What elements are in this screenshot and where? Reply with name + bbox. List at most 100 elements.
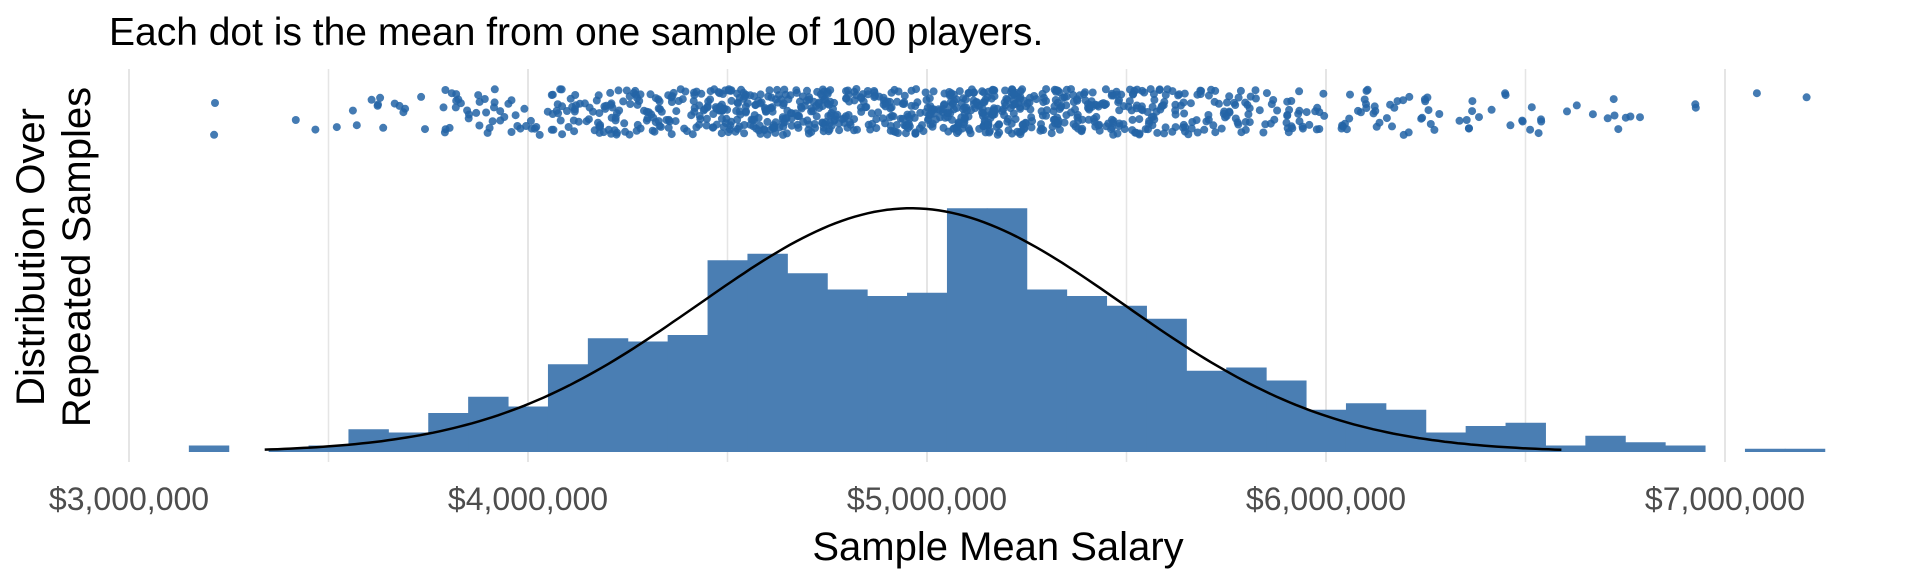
- strip-point: [870, 88, 879, 97]
- strip-point: [1193, 128, 1202, 137]
- histogram-bar: [508, 406, 549, 452]
- strip-point: [911, 128, 920, 137]
- histogram-bar: [787, 273, 828, 452]
- strip-point: [1135, 115, 1144, 124]
- strip-points: [210, 85, 1811, 139]
- strip-point: [751, 100, 760, 109]
- strip-point: [807, 128, 816, 137]
- strip-point: [829, 105, 837, 113]
- strip-point: [973, 98, 981, 107]
- strip-point: [1058, 94, 1067, 102]
- strip-point: [862, 103, 871, 111]
- strip-point: [664, 91, 673, 100]
- strip-point: [667, 98, 676, 106]
- strip-point: [547, 125, 556, 134]
- strip-point: [1255, 106, 1264, 115]
- strip-point: [754, 126, 763, 135]
- strip-point: [787, 121, 796, 130]
- histogram-bar: [188, 445, 230, 452]
- strip-point: [1128, 115, 1137, 124]
- strip-point: [703, 102, 712, 111]
- strip-point: [1052, 86, 1061, 95]
- strip-point: [620, 119, 629, 128]
- histogram-bar: [1465, 426, 1507, 452]
- strip-point: [1137, 105, 1146, 114]
- strip-point: [451, 103, 460, 112]
- strip-point: [1004, 126, 1013, 135]
- strip-point: [717, 129, 726, 138]
- strip-point: [1487, 105, 1496, 114]
- histogram-bar: [667, 335, 709, 452]
- strip-point: [332, 123, 341, 132]
- strip-point: [718, 90, 727, 98]
- strip-point: [615, 106, 624, 115]
- strip-point: [1132, 128, 1141, 137]
- strip-point: [1042, 106, 1051, 115]
- strip-point: [726, 121, 735, 130]
- strip-point: [1283, 97, 1292, 106]
- strip-point: [1534, 129, 1543, 138]
- strip-point: [1802, 93, 1811, 102]
- strip-point: [835, 126, 844, 135]
- strip-point: [1171, 110, 1180, 119]
- strip-point: [1163, 85, 1172, 94]
- strip-point: [838, 115, 847, 124]
- strip-point: [1144, 125, 1152, 134]
- strip-point: [1007, 119, 1016, 128]
- strip-point: [556, 116, 565, 125]
- strip-point: [795, 97, 804, 106]
- strip-point: [1241, 98, 1250, 107]
- strip-point: [1150, 95, 1159, 104]
- strip-point: [1155, 85, 1164, 94]
- strip-point: [1390, 103, 1399, 112]
- strip-point: [464, 114, 473, 123]
- strip-point: [1023, 99, 1032, 108]
- strip-point: [792, 86, 801, 95]
- strip-point: [891, 128, 900, 137]
- strip-point: [807, 107, 816, 116]
- strip-point: [417, 92, 426, 101]
- strip-point: [474, 91, 483, 100]
- strip-point: [1295, 87, 1304, 96]
- strip-point: [1423, 93, 1432, 102]
- strip-point: [923, 103, 932, 112]
- strip-point: [1006, 104, 1015, 113]
- strip-point: [771, 95, 780, 104]
- strip-point: [760, 126, 769, 135]
- strip-point: [857, 94, 866, 103]
- histogram-bar: [907, 292, 948, 452]
- strip-point: [1192, 116, 1201, 125]
- strip-point: [907, 110, 916, 119]
- strip-point: [496, 116, 505, 125]
- strip-point: [1234, 120, 1243, 129]
- x-tick-label: $3,000,000: [49, 481, 209, 517]
- strip-point: [697, 89, 706, 98]
- strip-point: [1179, 98, 1188, 107]
- histogram-bar: [986, 208, 1028, 452]
- strip-point: [1455, 116, 1464, 125]
- strip-point: [995, 128, 1004, 137]
- strip-point: [950, 97, 959, 106]
- strip-point: [1388, 122, 1396, 131]
- strip-point: [1080, 90, 1088, 99]
- strip-point: [741, 108, 750, 117]
- histogram-bar: [1026, 289, 1068, 452]
- strip-point: [1295, 117, 1304, 126]
- strip-point: [1435, 110, 1444, 118]
- strip-point: [665, 117, 674, 126]
- x-tick-label: $7,000,000: [1645, 481, 1805, 517]
- strip-point: [1078, 124, 1087, 133]
- histogram-bar: [946, 208, 988, 452]
- histogram-bar: [348, 429, 389, 452]
- strip-point: [740, 129, 749, 138]
- strip-point: [702, 114, 711, 123]
- histogram-bar: [388, 432, 429, 452]
- strip-point: [1140, 88, 1149, 97]
- strip-point: [879, 93, 888, 102]
- strip-point: [1518, 116, 1527, 125]
- strip-point: [613, 128, 621, 137]
- strip-point: [1501, 91, 1510, 100]
- strip-point: [513, 122, 522, 130]
- strip-point: [1262, 89, 1271, 98]
- strip-point: [1259, 128, 1268, 137]
